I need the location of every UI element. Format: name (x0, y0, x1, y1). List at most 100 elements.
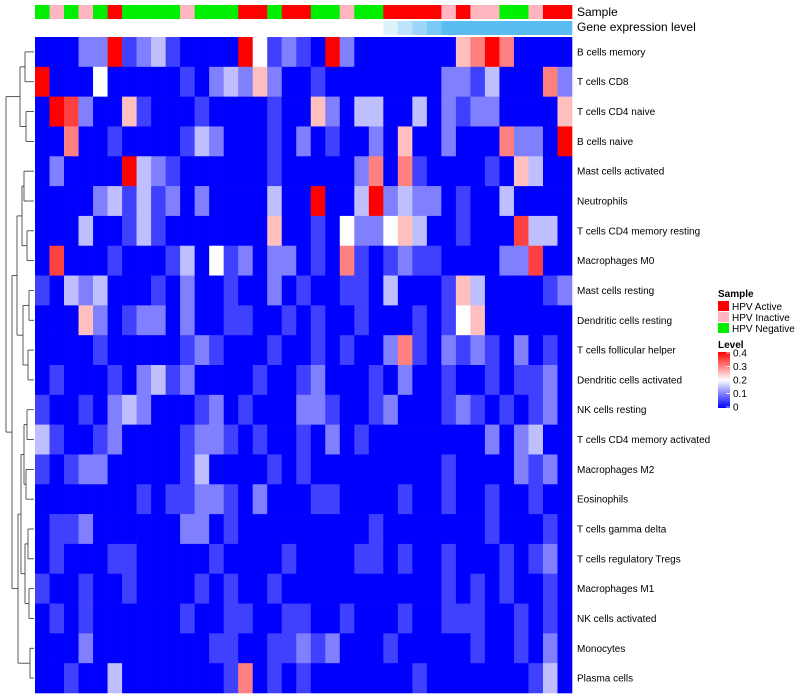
heatmap-cell (49, 96, 65, 127)
heatmap-cell (455, 275, 471, 306)
heatmap-cell (470, 96, 486, 127)
heatmap-cell (180, 663, 195, 694)
heatmap-cell (513, 156, 529, 187)
heatmap-cell (325, 663, 341, 694)
heatmap-cell (499, 66, 515, 97)
heatmap-cell (325, 275, 341, 306)
sample-legend-swatch (718, 312, 729, 322)
sample-track-cell (136, 5, 152, 19)
heatmap-cell (455, 335, 471, 366)
heatmap-cell (136, 454, 152, 485)
heatmap-cell (209, 275, 224, 306)
heatmap-cell (165, 394, 181, 425)
heatmap-cell (49, 543, 65, 575)
heatmap-cell (528, 543, 544, 575)
heatmap-cell (383, 633, 399, 664)
sample-track-cell (513, 5, 529, 19)
heatmap-cell (412, 454, 428, 485)
heatmap-cell (93, 335, 108, 366)
heatmap-cell (136, 663, 152, 694)
heatmap-cell (484, 633, 500, 664)
heatmap-cell (252, 365, 268, 396)
heatmap-cell (64, 275, 79, 306)
heatmap-cell (93, 215, 108, 247)
heatmap-cell (93, 454, 108, 485)
heatmap-cell (252, 66, 268, 97)
heatmap-cell (209, 245, 224, 276)
heatmap-cell (383, 186, 399, 217)
sample-track-cell (238, 5, 254, 19)
heatmap-cell (499, 96, 515, 127)
sample-legend-title: Sample (718, 289, 754, 300)
row-label: Macrophages M2 (577, 465, 655, 476)
heatmap-cell (93, 365, 108, 396)
heatmap-cell (470, 573, 486, 604)
heatmap-cell (499, 305, 515, 336)
heatmap-cell (252, 394, 268, 425)
heatmap-cell (339, 66, 355, 97)
heatmap-cell (296, 424, 312, 455)
row-label: Mast cells activated (577, 167, 664, 178)
heatmap-cell (223, 633, 239, 664)
heatmap-cell (441, 245, 457, 276)
heatmap-cell (513, 633, 529, 664)
heatmap-cell (528, 335, 544, 366)
heatmap-cell (339, 335, 355, 366)
heatmap-cell (49, 186, 65, 217)
heatmap-cell (122, 245, 137, 276)
heatmap-cell (470, 454, 486, 485)
heatmap-cell (223, 603, 239, 634)
heatmap-cell (484, 663, 500, 694)
heatmap-cell (310, 186, 326, 217)
heatmap-cell (151, 543, 166, 575)
heatmap-cell (296, 663, 312, 694)
heatmap-cell (165, 514, 181, 545)
heatmap-cell (93, 186, 108, 217)
heatmap-cell (93, 96, 108, 127)
row-label: Mast cells resting (577, 286, 654, 297)
heatmap-cell (397, 305, 413, 336)
heatmap-cell (441, 96, 457, 127)
heatmap-cell (310, 484, 326, 515)
heatmap-cell (49, 573, 65, 604)
heatmap-cell (383, 37, 399, 68)
sample-track-cell (151, 5, 166, 19)
heatmap-cell (136, 335, 152, 366)
heatmap-cell (267, 424, 283, 455)
heatmap-cell (325, 126, 341, 157)
heatmap-cell (49, 156, 65, 187)
heatmap-cell (151, 305, 166, 336)
heatmap-cell (180, 484, 195, 515)
heatmap-cell (267, 305, 283, 336)
heatmap-cell (310, 573, 326, 604)
heatmap-cell (64, 186, 79, 217)
heatmap-cell (35, 424, 50, 455)
heatmap-cell (180, 394, 195, 425)
heatmap-cell (557, 156, 573, 187)
heatmap-cell (64, 633, 79, 664)
heatmap-cell (151, 66, 166, 97)
heatmap-cell (252, 275, 268, 306)
heatmap-cell (296, 454, 312, 485)
heatmap-cell (484, 275, 500, 306)
heatmap-cell (267, 186, 283, 217)
heatmap-cell (238, 454, 254, 485)
heatmap-cell (165, 573, 181, 604)
heatmap-cell (180, 186, 195, 217)
heatmap-cell (441, 603, 457, 634)
heatmap-cell (122, 663, 137, 694)
heatmap-cell (35, 275, 50, 306)
heatmap-cell (339, 275, 355, 306)
heatmap-cell (441, 126, 457, 157)
heatmap-cell (281, 514, 297, 545)
heatmap-cell (310, 514, 326, 545)
sample-track-cell (49, 5, 65, 19)
heatmap-cell (426, 215, 442, 247)
heatmap-cell (296, 484, 312, 515)
heatmap-cell (35, 335, 50, 366)
heatmap-cell (136, 394, 152, 425)
heatmap-cell (397, 573, 413, 604)
heatmap-cell (194, 215, 210, 247)
level-legend-tick-label: 0 (733, 403, 739, 414)
sample-track-cell (426, 5, 442, 19)
